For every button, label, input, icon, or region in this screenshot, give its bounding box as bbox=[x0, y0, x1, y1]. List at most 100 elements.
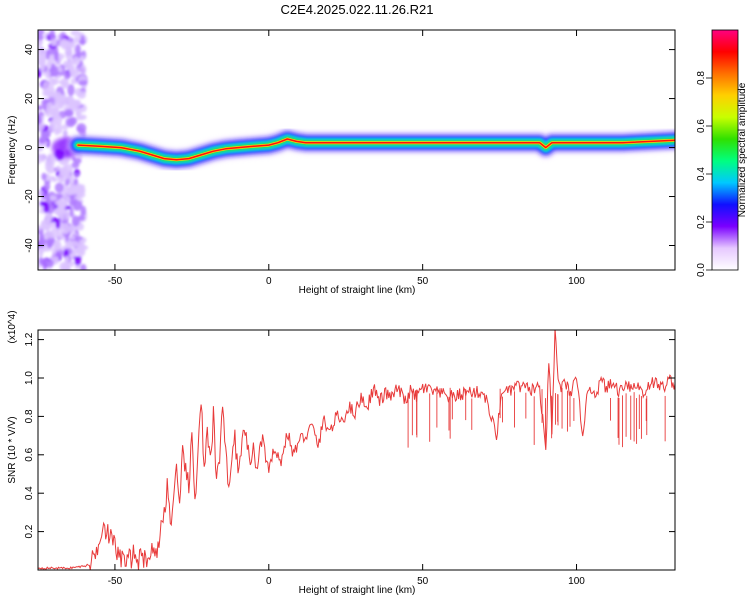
snr-x-label: Height of straight line (km) bbox=[299, 585, 416, 596]
noise-speck bbox=[73, 173, 79, 178]
noise-speck bbox=[44, 230, 54, 241]
noise-speck bbox=[38, 237, 46, 248]
noise-speck bbox=[46, 237, 54, 249]
noise-speck bbox=[79, 185, 85, 195]
snr-x-tick-label: -50 bbox=[108, 576, 123, 587]
noise-speck bbox=[39, 138, 47, 143]
snr-x-tick-label: 100 bbox=[568, 576, 585, 587]
noise-speck bbox=[59, 79, 65, 85]
noise-speck bbox=[42, 81, 50, 93]
noise-speck bbox=[46, 259, 55, 268]
noise-speck bbox=[71, 247, 82, 254]
noise-speck bbox=[69, 207, 74, 218]
noise-speck bbox=[79, 244, 89, 251]
noise-speck bbox=[64, 111, 73, 117]
spectrogram-y-tick-label: 40 bbox=[24, 44, 35, 56]
ridge-band-5 bbox=[77, 138, 675, 161]
noise-speck bbox=[42, 89, 49, 97]
snr-noise-spikes bbox=[407, 387, 666, 448]
noise-speck bbox=[59, 262, 66, 270]
noise-speck bbox=[38, 153, 42, 165]
noise-speck bbox=[38, 250, 43, 258]
noise-speck bbox=[38, 262, 42, 269]
noise-speck bbox=[71, 215, 80, 227]
noise-region bbox=[38, 30, 89, 270]
spectrogram-x-label: Height of straight line (km) bbox=[299, 285, 416, 296]
spectrogram-frame bbox=[37, 29, 676, 271]
noise-speck bbox=[46, 102, 54, 114]
noise-speck bbox=[75, 236, 83, 241]
colorbar-tick-label: 0.8 bbox=[696, 71, 707, 85]
noise-speck bbox=[59, 209, 65, 222]
noise-speck bbox=[44, 194, 50, 202]
spectrogram-y-label: Frequency (Hz) bbox=[7, 116, 18, 185]
noise-speck bbox=[78, 126, 84, 137]
noise-speck bbox=[67, 84, 75, 97]
snr-y-tick-label: 0.6 bbox=[24, 447, 35, 461]
noise-speck bbox=[38, 33, 44, 41]
noise-speck bbox=[60, 223, 71, 235]
noise-speck bbox=[65, 196, 71, 204]
noise-speck bbox=[41, 247, 51, 252]
noise-speck bbox=[77, 90, 86, 99]
noise-speck bbox=[48, 222, 56, 229]
noise-speck bbox=[67, 41, 76, 49]
noise-speck bbox=[72, 200, 83, 211]
spectrogram-x-tick-label: 50 bbox=[417, 276, 429, 287]
snr-series-line bbox=[38, 330, 675, 570]
noise-speck bbox=[74, 195, 82, 200]
noise-speck bbox=[73, 256, 82, 261]
spectrogram-y-tick-label: -20 bbox=[24, 189, 35, 204]
noise-speck bbox=[40, 220, 47, 230]
noise-speck bbox=[68, 240, 79, 248]
spectrogram-x-tick-label: -50 bbox=[108, 276, 123, 287]
noise-speck bbox=[51, 247, 57, 257]
snr-panel: -50 0 50 100 0.2 0.4 0.6 0.8 1.0 1.2 Height of s… bbox=[7, 310, 676, 596]
noise-speck bbox=[78, 39, 86, 45]
noise-speck bbox=[38, 142, 42, 148]
noise-speck bbox=[49, 30, 56, 40]
noise-speck bbox=[38, 105, 44, 111]
spectrogram-x-tick-label: 0 bbox=[266, 276, 272, 287]
noise-speck bbox=[51, 78, 59, 85]
spectrogram-y-ticks: -40 -20 0 20 40 bbox=[24, 44, 675, 253]
noise-speck bbox=[55, 123, 63, 135]
noise-speck bbox=[79, 55, 86, 61]
spectrogram-x-ticks: -50 0 50 100 bbox=[108, 30, 585, 287]
noise-speck bbox=[57, 66, 63, 73]
noise-speck bbox=[69, 223, 75, 234]
colorbar-tick-label: 0.2 bbox=[696, 215, 707, 229]
colorbar-tick-label: 0.6 bbox=[696, 119, 707, 133]
colorbar: 0.0 0.2 0.4 0.6 0.8 Normalized spectral ampl… bbox=[696, 29, 748, 277]
snr-frame bbox=[37, 329, 676, 571]
noise-speck bbox=[65, 117, 76, 128]
snr-x-tick-label: 50 bbox=[417, 576, 429, 587]
spectrogram-x-tick-label: 100 bbox=[568, 276, 585, 287]
noise-speck bbox=[49, 175, 56, 181]
noise-speck bbox=[45, 159, 55, 168]
colorbar-gradient-bar bbox=[711, 29, 739, 271]
noise-speck bbox=[41, 172, 47, 181]
noise-speck bbox=[50, 63, 56, 73]
noise-speck bbox=[75, 106, 82, 119]
noise-speck bbox=[80, 263, 87, 270]
noise-speck bbox=[64, 263, 70, 270]
noise-speck bbox=[55, 218, 61, 229]
noise-speck bbox=[49, 195, 58, 201]
noise-speck bbox=[71, 70, 76, 75]
noise-speck bbox=[38, 225, 42, 231]
spectrogram-y-tick-label: -40 bbox=[24, 238, 35, 253]
noise-speck bbox=[49, 118, 57, 129]
snr-y-label: SNR (10 * V/V) bbox=[7, 416, 18, 483]
noise-speck bbox=[43, 203, 50, 213]
noise-speck bbox=[70, 30, 81, 36]
noise-speck bbox=[38, 114, 42, 126]
noise-speck bbox=[54, 115, 63, 125]
snr-y-ticks: 0.2 0.4 0.6 0.8 1.0 1.2 bbox=[24, 332, 675, 539]
noise-speck bbox=[55, 248, 64, 258]
noise-speck bbox=[73, 36, 79, 44]
spectrogram-y-tick-label: 0 bbox=[24, 144, 35, 150]
noise-speck bbox=[46, 71, 51, 77]
noise-speck bbox=[63, 169, 70, 180]
